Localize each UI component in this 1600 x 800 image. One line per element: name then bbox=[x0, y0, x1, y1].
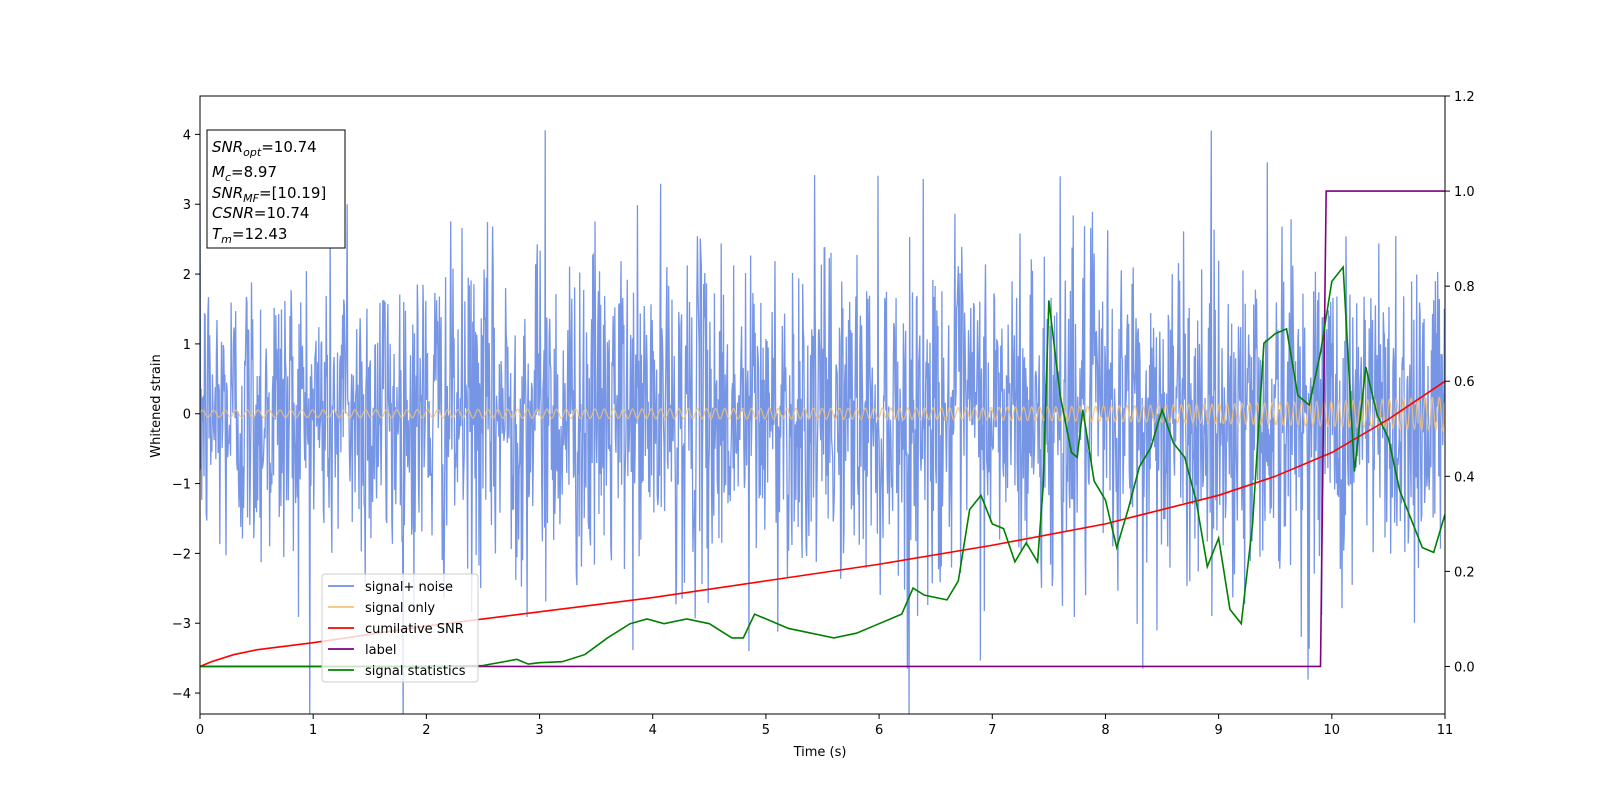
x-tick-label: 8 bbox=[1101, 723, 1109, 738]
x-tick-label: 0 bbox=[196, 723, 204, 738]
series-cumulative-snr bbox=[200, 380, 1445, 668]
y-tick-label: −4 bbox=[172, 687, 191, 702]
legend-label: cumilative SNR bbox=[365, 622, 464, 637]
legend-label: signal statistics bbox=[365, 664, 466, 679]
y-tick-label: 0 bbox=[183, 408, 191, 423]
y2-tick-label: 0.8 bbox=[1454, 280, 1475, 295]
x-tick-label: 10 bbox=[1324, 723, 1341, 738]
plot-frame bbox=[199, 95, 1446, 715]
x-tick-label: 5 bbox=[762, 723, 770, 738]
annotation-line: Tm=12.43 bbox=[212, 225, 287, 246]
y2-tick-label: 0.0 bbox=[1454, 660, 1475, 675]
annotation-line: Mc=8.97 bbox=[212, 163, 277, 184]
series-signal-only bbox=[200, 396, 1445, 433]
x-tick-label: 11 bbox=[1437, 723, 1454, 738]
x-tick-label: 3 bbox=[535, 723, 543, 738]
y-axis-label: Whitened strain bbox=[149, 354, 164, 457]
x-tick-label: 4 bbox=[649, 723, 657, 738]
y2-tick-label: 0.2 bbox=[1454, 565, 1475, 580]
y-tick-label: −1 bbox=[172, 478, 191, 493]
x-tick-label: 1 bbox=[309, 723, 317, 738]
annotation-line: CSNR=10.74 bbox=[212, 204, 309, 222]
y-tick-label: 2 bbox=[183, 268, 191, 283]
y-tick-label: 1 bbox=[183, 338, 191, 353]
series-signal-statistics bbox=[200, 264, 1445, 668]
legend-label: signal only bbox=[365, 601, 435, 616]
y2-tick-label: 1.2 bbox=[1454, 90, 1475, 105]
series-label bbox=[200, 190, 1445, 668]
y2-tick-label: 1.0 bbox=[1454, 185, 1475, 200]
y2-tick-label: 0.6 bbox=[1454, 375, 1475, 390]
axes: 0 1 2 3 4 5 6 7 8 9 10 11 −4 −3 −2 −1 0 1 2 3 4 0.0 0.2 0.4 0.6 0… bbox=[172, 90, 1475, 738]
x-tick-label: 7 bbox=[988, 723, 996, 738]
x-tick-label: 9 bbox=[1214, 723, 1222, 738]
y-tick-label: 4 bbox=[183, 128, 191, 143]
x-tick-label: 6 bbox=[875, 723, 883, 738]
legend-frame bbox=[321, 573, 479, 683]
annotation-frame bbox=[206, 129, 346, 249]
legend-label: signal+ noise bbox=[365, 580, 453, 595]
y2-tick-label: 0.4 bbox=[1454, 470, 1475, 485]
x-axis-label: Time (s) bbox=[793, 745, 847, 760]
x-tick-label: 2 bbox=[422, 723, 430, 738]
annotation-line: SNRMF=[10.19] bbox=[212, 184, 326, 205]
legend-label: label bbox=[365, 643, 396, 658]
y-tick-label: −3 bbox=[172, 617, 191, 632]
plot-area bbox=[200, 130, 1445, 714]
stats-annotation-box: SNRopt=10.74 Mc=8.97SNRMF=[10.19]CSNR=10.… bbox=[206, 129, 346, 249]
y-tick-label: −2 bbox=[172, 547, 191, 562]
annotation-line: SNRopt=10.74 bbox=[212, 138, 317, 159]
y-tick-label: 3 bbox=[183, 198, 191, 213]
legend: signal+ noise signal only cumilative SNR la… bbox=[321, 573, 479, 683]
